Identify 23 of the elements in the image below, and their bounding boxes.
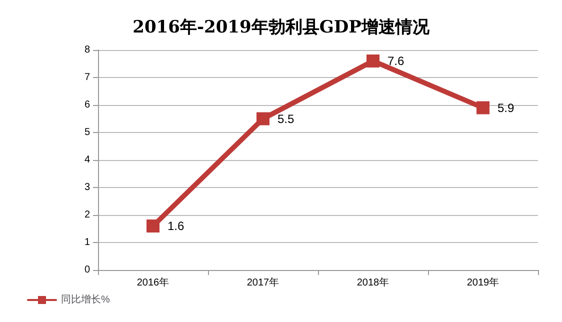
data-label: 5.9 xyxy=(498,100,515,115)
x-tick-label: 2016年 xyxy=(136,276,170,288)
y-tick-label: 6 xyxy=(84,100,90,110)
y-tick-label: 1 xyxy=(84,237,90,248)
y-tick-label: 7 xyxy=(84,72,90,83)
y-tick-label: 4 xyxy=(84,154,90,166)
data-label: 1.6 xyxy=(168,219,185,233)
y-tick-label: 5 xyxy=(84,127,90,138)
y-tick-label: 0 xyxy=(84,264,90,276)
x-tick-label: 2017年 xyxy=(246,276,280,288)
x-tick-label: 2019年 xyxy=(466,276,500,288)
legend-label: 同比增长% xyxy=(61,294,110,306)
point xyxy=(146,220,160,232)
data-label: 7.6 xyxy=(388,54,405,68)
chart-title: 2016年-2019年勃利县GDP增速情况 xyxy=(132,18,430,38)
point xyxy=(256,112,270,126)
y-tick-label: 8 xyxy=(84,44,90,56)
y-tick-label: 2 xyxy=(84,210,90,220)
data-label: 5.5 xyxy=(278,112,295,126)
point xyxy=(476,101,490,114)
point xyxy=(366,54,380,68)
y-tick-label: 3 xyxy=(84,182,90,193)
x-tick-label: 2018年 xyxy=(356,276,390,288)
